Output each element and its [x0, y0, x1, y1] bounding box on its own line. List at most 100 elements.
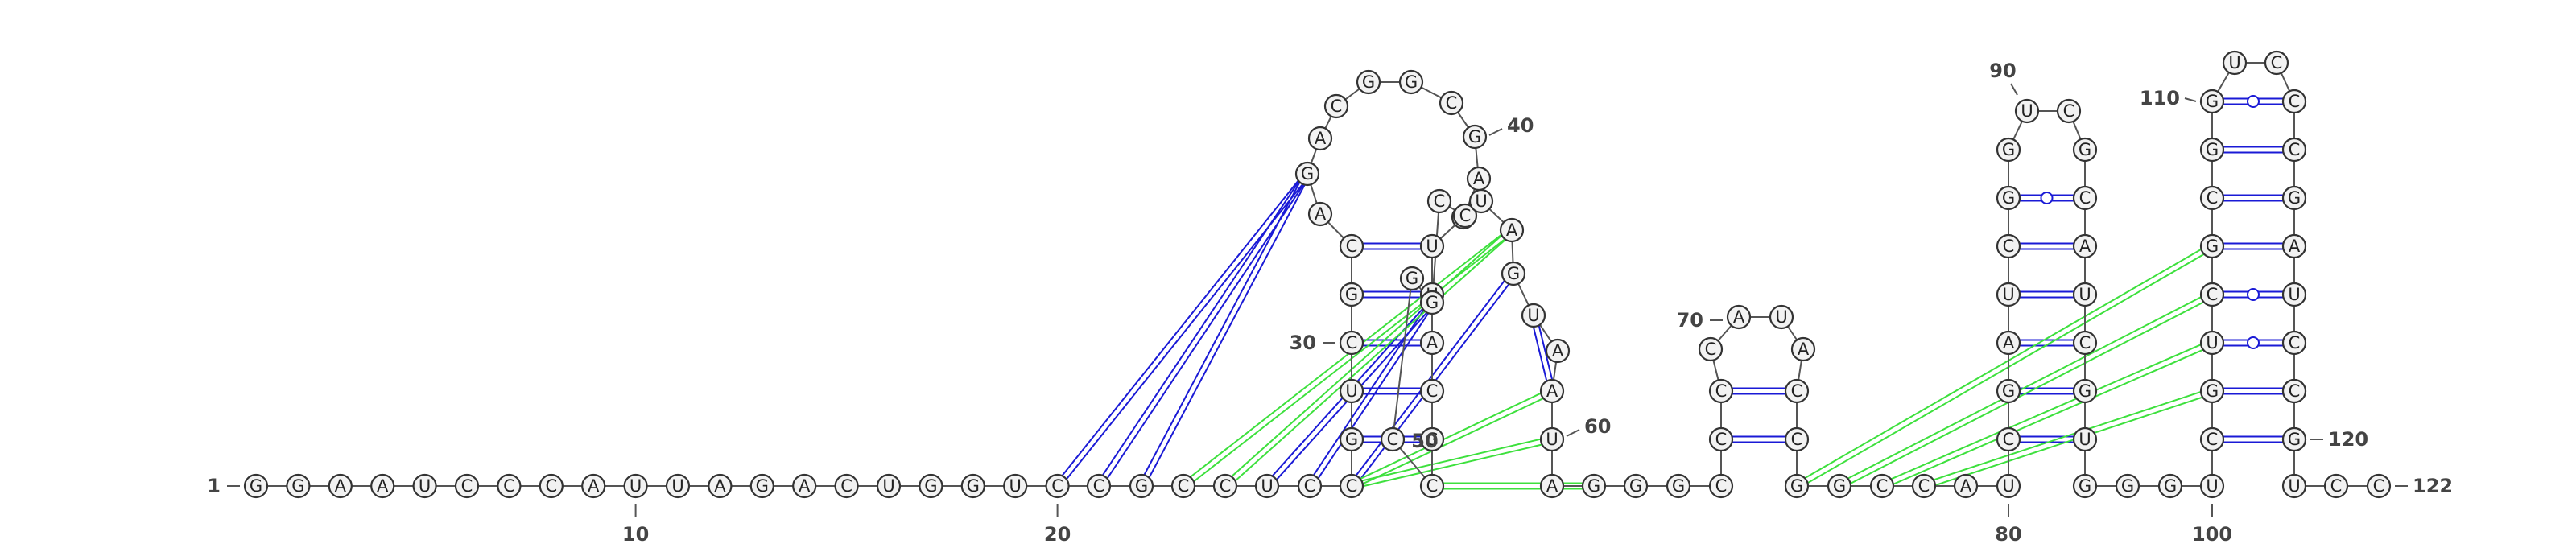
- nucleotide-55: A: [1499, 217, 1525, 243]
- nucleotide-90: C: [2072, 185, 2098, 211]
- nucleotide-letter: C: [1346, 237, 1358, 256]
- nucleotide-circle: [1790, 336, 1816, 362]
- nucleotide-circle: [1666, 473, 1691, 499]
- nucleotide-letter: C: [2289, 333, 2301, 352]
- nucleotide-letter: C: [1791, 430, 1803, 449]
- nucleotide-circle: [539, 473, 564, 499]
- nucleotide-53: C: [1452, 203, 1478, 229]
- nucleotide-16: U: [876, 473, 902, 499]
- position-ticks: [227, 83, 2408, 517]
- nucleotide-circle: [1307, 201, 1333, 227]
- nucleotide-83: U: [1996, 282, 2021, 307]
- nucleotide-letter: C: [2373, 476, 2385, 496]
- nucleotide-33: A: [1307, 201, 1333, 227]
- nucleotide-letter: G: [967, 476, 980, 496]
- nucleotide-103: C: [2199, 282, 2225, 307]
- nucleotide-87: U: [2014, 98, 2040, 124]
- nucleotide-letter: C: [1705, 340, 1717, 359]
- nucleotide-circle: [834, 473, 859, 499]
- nucleotide-41: A: [1466, 166, 1492, 192]
- nucleotide-letter: G: [291, 476, 304, 496]
- nucleotide-circle: [2072, 185, 2098, 211]
- nucleotide-letter: G: [1833, 476, 1846, 496]
- nucleotide-49: C: [1380, 426, 1406, 452]
- tertiary-pair-74-104: [1798, 248, 2215, 489]
- tertiary-pair-24-55: [1226, 231, 1514, 489]
- nucleotide-letter: U: [1261, 476, 1273, 496]
- nucleotide-circle: [1996, 137, 2021, 163]
- nucleotide-17: G: [919, 473, 943, 499]
- nucleotide-letter: C: [1178, 476, 1190, 496]
- nucleotide-circle: [1869, 473, 1895, 499]
- base-pair-22-34: [1143, 175, 1311, 488]
- nucleotide-122: C: [2366, 473, 2392, 499]
- nucleotide-circle: [708, 473, 733, 499]
- nucleotide-letter: U: [2002, 476, 2014, 496]
- nucleotide-letter: G: [1672, 476, 1685, 496]
- nucleotide-circle: [1708, 426, 1734, 452]
- nucleotide-circle: [1003, 473, 1028, 499]
- nucleotide-circle: [454, 473, 480, 499]
- nucleotide-89: G: [2072, 137, 2098, 163]
- nucleotide-letter: G: [2206, 381, 2219, 401]
- nucleotide-circle: [1784, 473, 1810, 499]
- nucleotide-circle: [1307, 126, 1333, 151]
- nucleotide-38: G: [1398, 69, 1424, 95]
- nucleotide-circle: [1468, 188, 1494, 214]
- tertiary-pair-27-60: [1350, 435, 1552, 484]
- nucleotide-letter: C: [1304, 476, 1316, 496]
- nucleotide-circle: [2199, 89, 2225, 114]
- nucleotide-letter: C: [1387, 430, 1399, 449]
- nucleotide-letter: A: [1473, 169, 1485, 188]
- nucleotide-circle: [1426, 188, 1452, 214]
- nucleotide-10: U: [623, 473, 648, 499]
- nucleotide-letter: U: [1345, 381, 1357, 401]
- nucleotide-120: U: [2281, 473, 2307, 499]
- nucleotide-letter: G: [2288, 188, 2301, 208]
- nucleotide-circle: [1419, 378, 1445, 404]
- nucleotide-letter: U: [1546, 430, 1558, 449]
- wobble-marker-102-115: [2247, 336, 2260, 349]
- nucleotide-84: C: [1996, 233, 2021, 259]
- tertiary-pair-27-59: [1350, 387, 1551, 484]
- tertiary-pair-23-55: [1184, 231, 1514, 489]
- nucleotide-letter: C: [2207, 285, 2219, 304]
- nucleotide-letter: C: [2289, 140, 2301, 159]
- position-label-n70: 70: [1677, 309, 1703, 332]
- nucleotide-circle: [1356, 69, 1381, 95]
- nucleotide-59: A: [1539, 378, 1565, 404]
- nucleotide-40: G: [1462, 124, 1488, 150]
- tertiary-pair-76-102: [1880, 339, 2212, 484]
- nucleotide-circle: [2281, 473, 2307, 499]
- position-label-n110: 110: [2140, 87, 2180, 109]
- nucleotide-circle: [1339, 330, 1364, 356]
- nucleotide-circle: [1623, 473, 1649, 499]
- tertiary-pair-24-55: [1223, 227, 1511, 485]
- position-label-n60: 60: [1584, 415, 1611, 438]
- position-label-n122: 122: [2413, 475, 2453, 497]
- nucleotide-circle: [1212, 473, 1238, 499]
- tertiary-pair-75-103: [1840, 296, 2215, 490]
- nucleotide-letter: C: [1346, 476, 1358, 496]
- nucleotide-circle: [2281, 426, 2307, 452]
- nucleotide-circle: [1045, 473, 1070, 499]
- nucleotide-letter: U: [2079, 430, 2091, 449]
- nucleotide-letter: C: [2079, 188, 2091, 208]
- nucleotide-letter: C: [2207, 188, 2219, 208]
- nucleotide-letter: U: [2002, 285, 2014, 304]
- position-label-n90: 90: [1989, 60, 2016, 82]
- nucleotide-letter: A: [799, 476, 811, 496]
- nucleotide-66: C: [1708, 426, 1734, 452]
- nucleotide-letter: G: [2206, 92, 2219, 111]
- nucleotide-22: G: [1129, 473, 1154, 499]
- nucleotide-letter: U: [2288, 285, 2300, 304]
- nucleotide-letter: U: [1527, 306, 1539, 325]
- wobble-marker-103-114: [2247, 288, 2260, 301]
- nucleotide-circle: [1539, 378, 1565, 404]
- nucleotide-47: G: [1419, 426, 1445, 452]
- nucleotide-circle: [1462, 124, 1488, 150]
- nucleotide-95: U: [2072, 426, 2098, 452]
- nucleotide-58: A: [1545, 338, 1571, 364]
- nucleotide-letter: A: [1546, 476, 1558, 496]
